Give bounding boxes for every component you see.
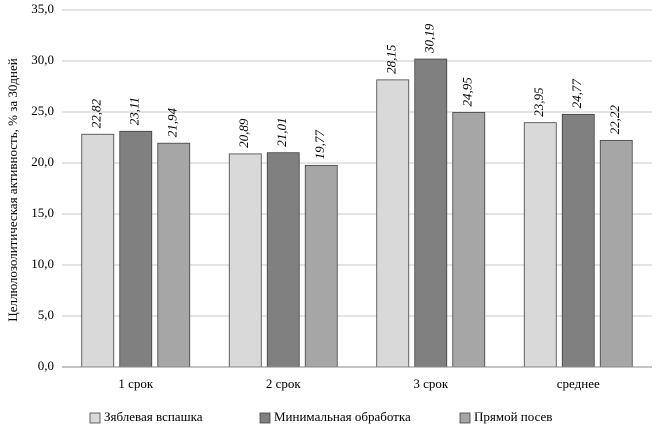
legend-label: Минимальная обработка — [274, 409, 411, 424]
bar — [81, 133, 115, 368]
x-tick-label: 3 срок — [413, 376, 449, 391]
legend-swatch — [89, 412, 101, 424]
value-label: 30,19 — [422, 23, 437, 54]
bar — [376, 79, 410, 368]
y-tick-label: 35,0 — [31, 1, 54, 16]
bar — [157, 142, 191, 368]
x-tick-label: 1 срок — [118, 376, 154, 391]
x-tick-label: среднее — [557, 376, 600, 391]
y-tick-label: 25,0 — [31, 103, 54, 118]
value-label: 20,89 — [236, 118, 251, 148]
bar — [523, 122, 557, 368]
y-tick-label: 10,0 — [31, 256, 54, 271]
bar — [452, 112, 486, 368]
bar — [599, 139, 633, 368]
value-label: 24,77 — [569, 79, 584, 109]
legend-swatch — [259, 412, 271, 424]
bar — [561, 113, 595, 368]
value-label: 23,11 — [127, 97, 142, 125]
y-tick-label: 30,0 — [31, 52, 54, 67]
legend-label: Прямой посев — [474, 409, 552, 424]
value-label: 21,94 — [165, 107, 180, 137]
y-tick-label: 5,0 — [38, 307, 54, 322]
y-axis-label: Целлюлозолитическая активность, % за 30д… — [5, 58, 20, 321]
legend-label: Зяблевая вспашка — [104, 409, 203, 424]
value-label: 21,01 — [274, 117, 289, 146]
value-label: 22,82 — [89, 98, 104, 128]
value-label: 24,95 — [460, 77, 475, 107]
bar — [304, 164, 338, 368]
legend-swatch — [459, 412, 471, 424]
value-label: 22,22 — [607, 105, 622, 135]
y-tick-label: 0,0 — [38, 358, 54, 373]
bar — [228, 153, 262, 368]
x-tick-label: 2 срок — [266, 376, 302, 391]
bar — [266, 152, 300, 368]
value-label: 28,15 — [384, 44, 399, 74]
value-label: 19,77 — [312, 130, 327, 160]
y-tick-label: 15,0 — [31, 205, 54, 220]
bar — [414, 58, 448, 368]
bar — [119, 130, 153, 368]
value-label: 23,95 — [531, 87, 546, 117]
y-tick-label: 20,0 — [31, 154, 54, 169]
